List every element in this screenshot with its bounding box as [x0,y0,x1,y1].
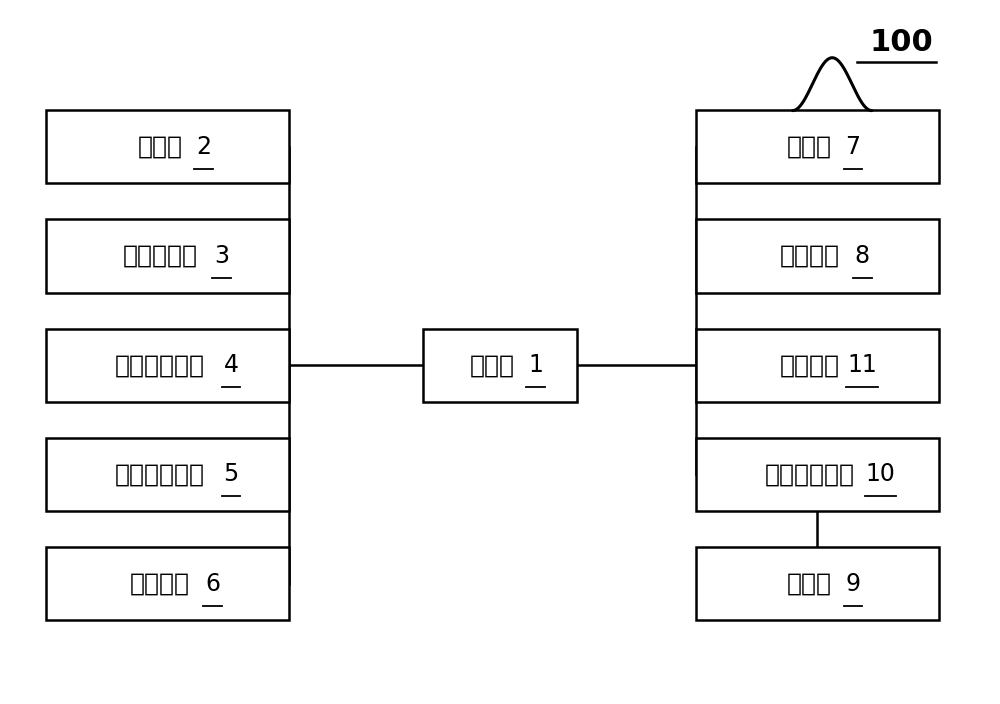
Text: 计算机: 计算机 [470,353,515,377]
FancyBboxPatch shape [46,329,289,402]
FancyBboxPatch shape [46,547,289,620]
Text: 语音模块: 语音模块 [779,244,839,268]
Text: 无线通信模块: 无线通信模块 [764,463,854,486]
FancyBboxPatch shape [696,220,939,293]
Text: 接触卡读卡器: 接触卡读卡器 [115,463,205,486]
FancyBboxPatch shape [696,438,939,511]
Text: 7: 7 [845,134,860,159]
FancyBboxPatch shape [46,111,289,183]
Text: 9: 9 [845,572,860,596]
Text: 11: 11 [847,353,877,377]
Text: 10: 10 [866,463,896,486]
Text: 1: 1 [528,353,543,377]
Text: 5: 5 [223,463,239,486]
Text: 2: 2 [196,134,211,159]
FancyBboxPatch shape [696,547,939,620]
Text: 服务器: 服务器 [787,572,832,596]
Text: 电动云台: 电动云台 [130,572,190,596]
Text: 100: 100 [870,28,934,57]
Text: 射频卡读卡器: 射频卡读卡器 [115,353,205,377]
Text: 电源模块: 电源模块 [779,353,839,377]
Text: 3: 3 [214,244,229,268]
FancyBboxPatch shape [696,329,939,402]
Text: 6: 6 [205,572,220,596]
Text: 摄像头: 摄像头 [787,134,832,159]
FancyBboxPatch shape [696,111,939,183]
Text: 8: 8 [855,244,870,268]
Text: 指纹识别器: 指纹识别器 [122,244,197,268]
Text: 4: 4 [224,353,239,377]
FancyBboxPatch shape [46,220,289,293]
Text: 显示屏: 显示屏 [137,134,182,159]
FancyBboxPatch shape [423,329,577,402]
FancyBboxPatch shape [46,438,289,511]
